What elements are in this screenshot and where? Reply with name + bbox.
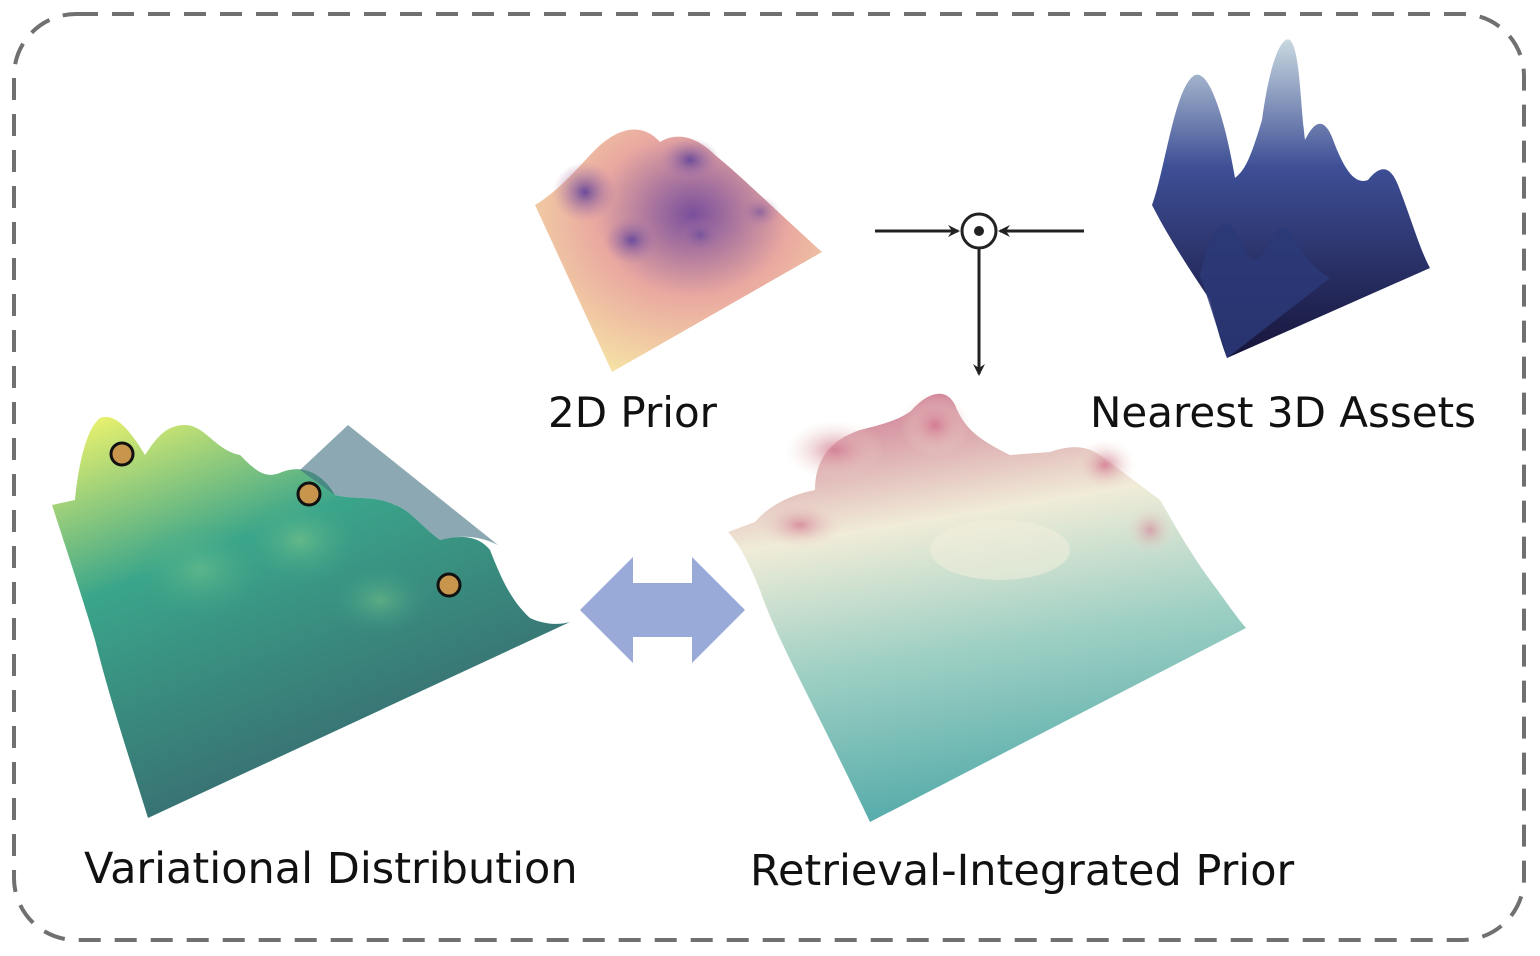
variational-distribution-label: Variational Distribution [84,844,578,894]
sample-point [296,481,322,507]
nearest-3d-assets-label: Nearest 3D Assets [1090,388,1476,437]
product-operator [875,212,1084,376]
nearest-3d-assets-surface [1152,39,1430,358]
operator-center-dot [974,226,984,236]
sample-point [436,572,462,598]
prior-2d-surface [535,129,822,372]
prior-2d-label: 2D Prior [548,388,717,437]
dashed-frame [12,12,1526,942]
retrieval-prior-surface [728,393,1246,822]
double-arrow-icon [580,557,745,663]
variational-surface [52,416,570,818]
sample-point [109,441,135,467]
retrieval-integrated-prior-label: Retrieval-Integrated Prior [750,846,1295,896]
